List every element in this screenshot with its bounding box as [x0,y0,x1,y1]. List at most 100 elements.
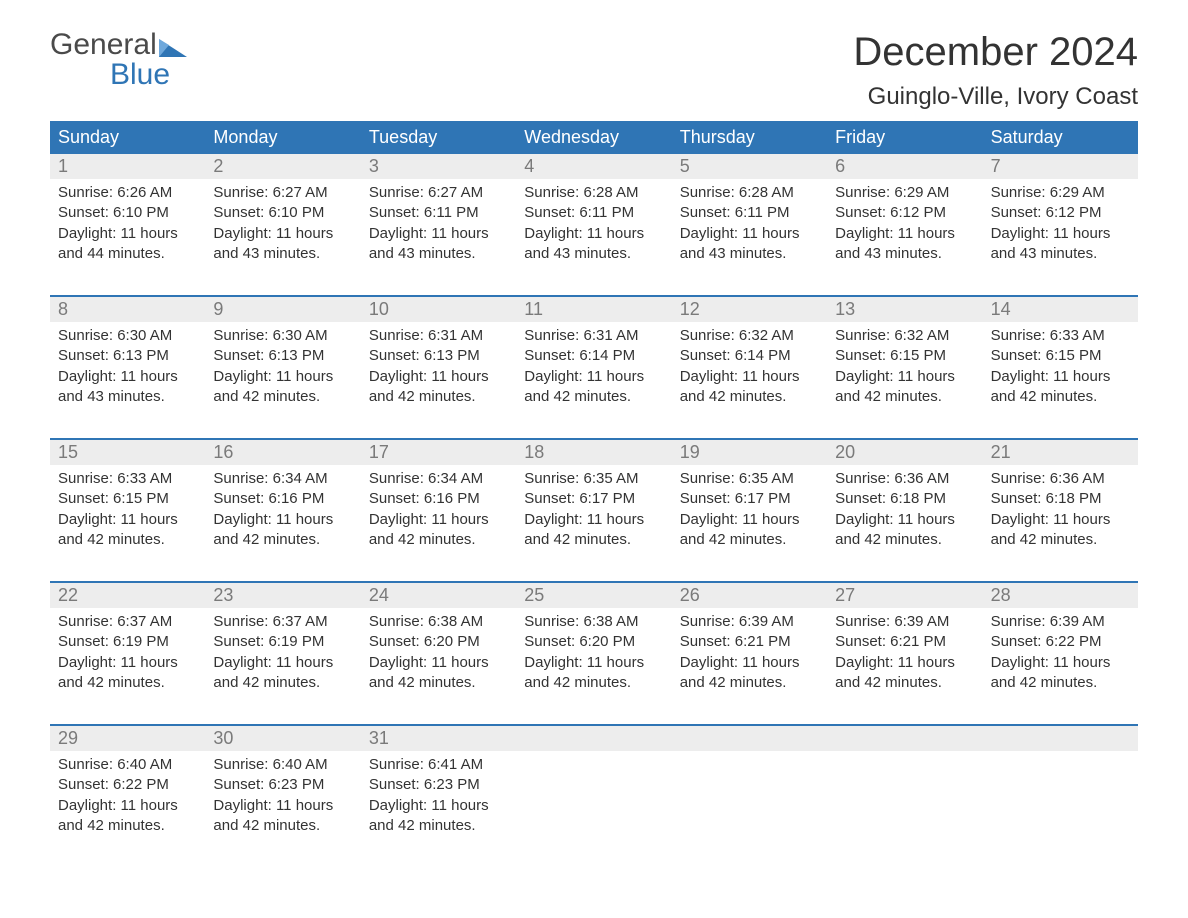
daylight-text: and 43 minutes. [680,244,819,264]
daylight-text: and 42 minutes. [991,673,1130,693]
day-cell: Sunrise: 6:26 AMSunset: 6:10 PMDaylight:… [50,179,205,279]
sunrise-text: Sunrise: 6:40 AM [213,755,352,775]
sunset-text: Sunset: 6:19 PM [213,632,352,652]
daynum-row: 22232425262728 [50,583,1138,608]
day-cell [672,751,827,851]
daylight-text: Daylight: 11 hours [213,653,352,673]
day-cell: Sunrise: 6:33 AMSunset: 6:15 PMDaylight:… [50,465,205,565]
daylight-text: and 42 minutes. [991,387,1130,407]
daylight-text: Daylight: 11 hours [213,510,352,530]
daylight-text: Daylight: 11 hours [991,653,1130,673]
daylight-text: Daylight: 11 hours [369,653,508,673]
daylight-text: Daylight: 11 hours [58,653,197,673]
day-cell: Sunrise: 6:30 AMSunset: 6:13 PMDaylight:… [205,322,360,422]
sunrise-text: Sunrise: 6:29 AM [991,183,1130,203]
sunset-text: Sunset: 6:18 PM [991,489,1130,509]
location-subtitle: Guinglo-Ville, Ivory Coast [853,83,1138,111]
daybody-row: Sunrise: 6:30 AMSunset: 6:13 PMDaylight:… [50,322,1138,422]
sunset-text: Sunset: 6:10 PM [213,203,352,223]
brand-word1: General [50,30,157,60]
day-cell [983,751,1138,851]
sunset-text: Sunset: 6:20 PM [369,632,508,652]
daylight-text: Daylight: 11 hours [835,653,974,673]
sunrise-text: Sunrise: 6:35 AM [524,469,663,489]
sunrise-text: Sunrise: 6:32 AM [835,326,974,346]
day-number: 26 [672,583,827,608]
sunset-text: Sunset: 6:16 PM [369,489,508,509]
daylight-text: Daylight: 11 hours [213,367,352,387]
weekday-header: Wednesday [516,121,671,154]
daylight-text: and 42 minutes. [680,387,819,407]
day-cell: Sunrise: 6:38 AMSunset: 6:20 PMDaylight:… [361,608,516,708]
title-block: December 2024 Guinglo-Ville, Ivory Coast [853,30,1138,111]
daylight-text: and 42 minutes. [835,530,974,550]
brand-logo: General Blue [50,30,187,90]
daylight-text: Daylight: 11 hours [369,510,508,530]
sunset-text: Sunset: 6:11 PM [369,203,508,223]
day-number: 14 [983,297,1138,322]
day-number: 2 [205,154,360,179]
day-cell: Sunrise: 6:36 AMSunset: 6:18 PMDaylight:… [983,465,1138,565]
sunrise-text: Sunrise: 6:40 AM [58,755,197,775]
daynum-row: 15161718192021 [50,440,1138,465]
sunset-text: Sunset: 6:18 PM [835,489,974,509]
day-number: 22 [50,583,205,608]
weekday-header: Tuesday [361,121,516,154]
daylight-text: and 42 minutes. [213,816,352,836]
sunrise-text: Sunrise: 6:33 AM [58,469,197,489]
daylight-text: and 42 minutes. [369,387,508,407]
daylight-text: and 43 minutes. [991,244,1130,264]
brand-flag-icon [159,35,187,60]
sunset-text: Sunset: 6:11 PM [524,203,663,223]
day-cell: Sunrise: 6:27 AMSunset: 6:11 PMDaylight:… [361,179,516,279]
daylight-text: Daylight: 11 hours [991,367,1130,387]
day-cell: Sunrise: 6:31 AMSunset: 6:14 PMDaylight:… [516,322,671,422]
day-number [827,726,982,751]
daybody-row: Sunrise: 6:26 AMSunset: 6:10 PMDaylight:… [50,179,1138,279]
daynum-row: 891011121314 [50,297,1138,322]
sunset-text: Sunset: 6:13 PM [213,346,352,366]
day-cell [827,751,982,851]
day-number: 13 [827,297,982,322]
daylight-text: Daylight: 11 hours [835,510,974,530]
sunset-text: Sunset: 6:10 PM [58,203,197,223]
daylight-text: and 43 minutes. [58,387,197,407]
weekday-header: Monday [205,121,360,154]
sunset-text: Sunset: 6:15 PM [991,346,1130,366]
daylight-text: Daylight: 11 hours [524,367,663,387]
daynum-row: 293031 [50,726,1138,751]
day-number: 6 [827,154,982,179]
day-number: 8 [50,297,205,322]
sunrise-text: Sunrise: 6:32 AM [680,326,819,346]
day-cell: Sunrise: 6:35 AMSunset: 6:17 PMDaylight:… [516,465,671,565]
sunset-text: Sunset: 6:17 PM [524,489,663,509]
daybody-row: Sunrise: 6:37 AMSunset: 6:19 PMDaylight:… [50,608,1138,708]
sunrise-text: Sunrise: 6:38 AM [524,612,663,632]
daylight-text: and 42 minutes. [524,530,663,550]
daylight-text: Daylight: 11 hours [680,510,819,530]
day-cell: Sunrise: 6:29 AMSunset: 6:12 PMDaylight:… [827,179,982,279]
day-number: 5 [672,154,827,179]
sunset-text: Sunset: 6:15 PM [835,346,974,366]
sunrise-text: Sunrise: 6:38 AM [369,612,508,632]
day-cell: Sunrise: 6:41 AMSunset: 6:23 PMDaylight:… [361,751,516,851]
day-cell: Sunrise: 6:31 AMSunset: 6:13 PMDaylight:… [361,322,516,422]
day-cell: Sunrise: 6:36 AMSunset: 6:18 PMDaylight:… [827,465,982,565]
daylight-text: Daylight: 11 hours [58,224,197,244]
calendar-week: 293031Sunrise: 6:40 AMSunset: 6:22 PMDay… [50,724,1138,851]
daylight-text: Daylight: 11 hours [680,224,819,244]
day-number: 29 [50,726,205,751]
calendar-grid: SundayMondayTuesdayWednesdayThursdayFrid… [0,121,1188,851]
daylight-text: Daylight: 11 hours [369,367,508,387]
day-number [672,726,827,751]
day-number: 21 [983,440,1138,465]
daylight-text: and 43 minutes. [524,244,663,264]
daylight-text: and 42 minutes. [835,387,974,407]
sunrise-text: Sunrise: 6:26 AM [58,183,197,203]
day-cell: Sunrise: 6:39 AMSunset: 6:21 PMDaylight:… [672,608,827,708]
day-cell: Sunrise: 6:28 AMSunset: 6:11 PMDaylight:… [672,179,827,279]
daylight-text: and 42 minutes. [58,816,197,836]
daylight-text: and 42 minutes. [369,816,508,836]
sunset-text: Sunset: 6:23 PM [213,775,352,795]
day-cell: Sunrise: 6:30 AMSunset: 6:13 PMDaylight:… [50,322,205,422]
